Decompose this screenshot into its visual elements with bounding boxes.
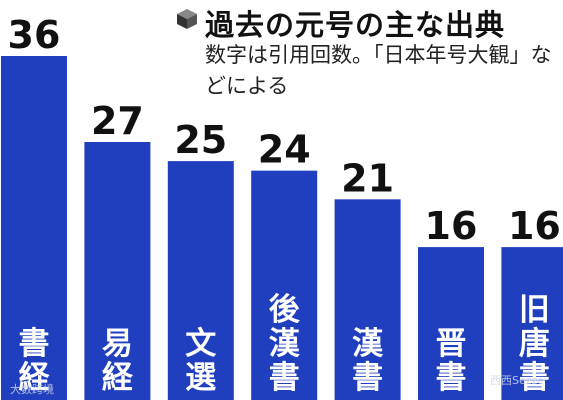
- bar-value-label-5: 21: [341, 156, 394, 200]
- bar-3: [167, 161, 234, 400]
- bar-6: [418, 247, 484, 400]
- watermark-right: 西西Sezze: [490, 374, 545, 387]
- category-label-7-char-1: 旧: [519, 292, 550, 328]
- category-label-1-char-1: 書: [19, 326, 50, 362]
- cube-icon: [177, 9, 197, 29]
- bar-value-label-3: 25: [174, 118, 227, 162]
- bar-2: [84, 142, 151, 400]
- bar-value-label-7: 16: [508, 204, 561, 248]
- bar-7: [501, 247, 563, 400]
- bar-1: [1, 56, 67, 400]
- category-label-5-char-1: 漢: [352, 326, 384, 362]
- category-label-2-char-1: 易: [102, 326, 133, 362]
- category-label-6-char-1: 晋: [436, 326, 467, 362]
- category-label-7-char-2: 唐: [519, 326, 550, 362]
- category-label-5-char-2: 書: [352, 360, 383, 396]
- chart-title: 過去の元号の主な出典: [205, 8, 506, 42]
- category-label-4-char-3: 書: [269, 360, 300, 396]
- bar-4: [251, 170, 318, 400]
- bar-5: [334, 199, 401, 400]
- category-label-6-char-2: 書: [436, 360, 467, 396]
- bar-value-label-6: 16: [425, 204, 478, 248]
- watermark-left: 大数跨境: [10, 383, 54, 396]
- bar-value-label-4: 24: [258, 128, 311, 172]
- chart-subtitle: 数字は引用回数。「日本年号大観」などによる: [205, 43, 552, 98]
- category-label-4-char-1: 後: [269, 292, 301, 328]
- category-label-7-char-3: 書: [519, 360, 550, 396]
- category-label-3-char-2: 選: [185, 360, 216, 396]
- category-label-1-char-2: 経: [19, 360, 51, 396]
- category-label-2-char-2: 経: [102, 360, 134, 396]
- bar-value-label-1: 36: [8, 13, 61, 57]
- category-label-4-char-2: 漢: [269, 326, 301, 362]
- category-label-3-char-1: 文: [185, 326, 216, 362]
- bar-value-label-2: 27: [91, 99, 144, 143]
